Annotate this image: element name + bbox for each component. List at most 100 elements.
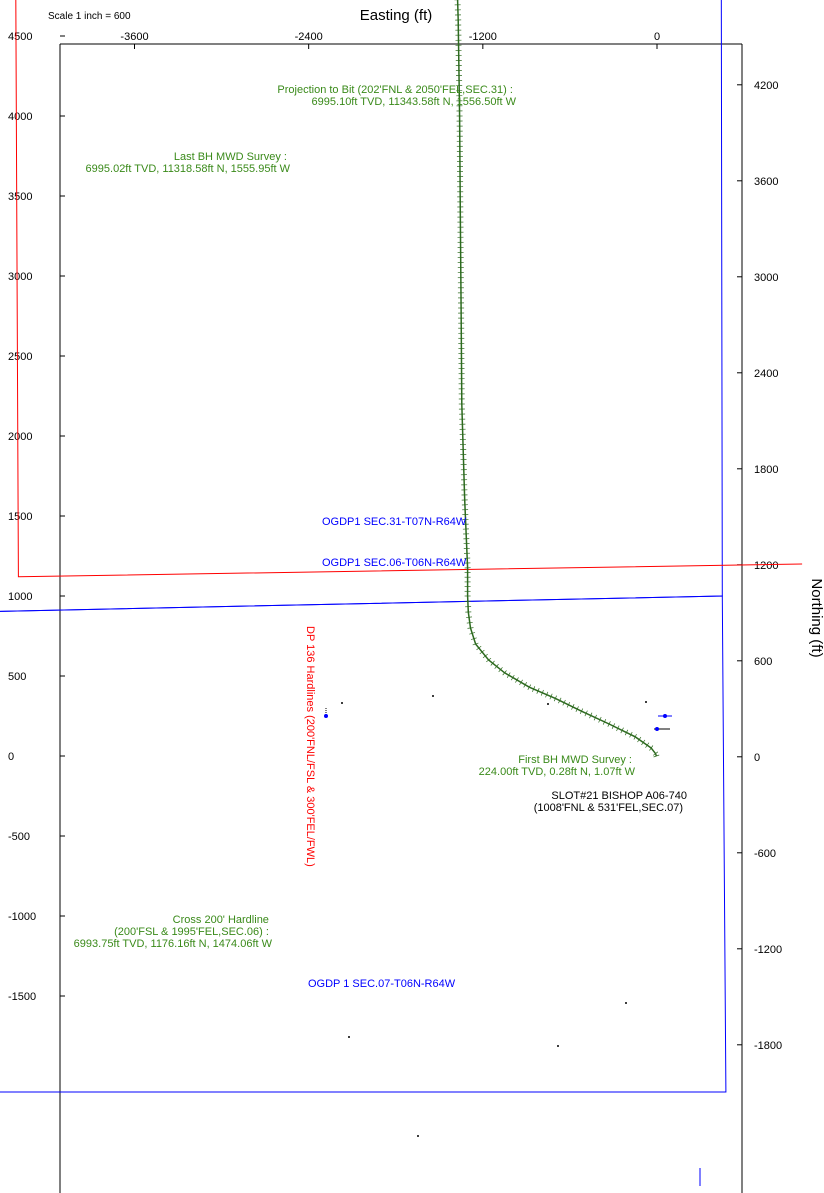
survey-station-mark bbox=[467, 627, 474, 629]
y-tick-label: 2000 bbox=[8, 431, 32, 443]
offset-dot bbox=[547, 703, 549, 705]
right-y-ticks: 1200011400108001020096009000840078007200… bbox=[737, 80, 782, 1052]
right-axis-title: Northing (ft) bbox=[808, 578, 824, 657]
offset-dot bbox=[557, 1045, 559, 1047]
offset-dot bbox=[341, 702, 343, 704]
offset-dot bbox=[348, 1036, 350, 1038]
survey-station-mark bbox=[519, 679, 523, 686]
survey-station-mark bbox=[571, 704, 575, 710]
last-bh-mwd-annotation: Last BH MWD Survey : 6995.02ft TVD, 1131… bbox=[86, 151, 291, 175]
survey-station-mark bbox=[593, 714, 597, 721]
survey-station-mark bbox=[498, 667, 503, 673]
survey-station-mark bbox=[616, 725, 620, 732]
right-y-tick-label: 2400 bbox=[754, 368, 778, 380]
survey-station-mark bbox=[510, 674, 515, 681]
section-label-sec06: OGDP1 SEC.06-T06N-R64W bbox=[322, 557, 467, 569]
survey-station-mark bbox=[549, 693, 553, 700]
survey-station-mark bbox=[641, 739, 646, 746]
survey-station-mark bbox=[479, 649, 485, 655]
section-labels: OGDP1 SEC.31-T07N-R64W OGDP1 SEC.06-T06N… bbox=[304, 516, 467, 990]
y-tick-label: -1500 bbox=[8, 991, 36, 1003]
offset-dot bbox=[432, 695, 434, 697]
well-trajectory bbox=[454, 0, 660, 758]
survey-station-mark bbox=[553, 695, 557, 702]
annotations: Projection to Bit (202'FNL & 2050'FEL,SE… bbox=[74, 84, 690, 950]
right-y-tick-label: -1200 bbox=[754, 944, 782, 956]
slot-annotation: SLOT#21 BISHOP A06-740 (1008'FNL & 531'F… bbox=[534, 790, 690, 814]
y-tick-label: 0 bbox=[8, 751, 14, 763]
survey-station-mark bbox=[545, 691, 549, 698]
survey-station-mark bbox=[584, 710, 588, 717]
trajectory-line bbox=[456, 0, 658, 757]
survey-station-mark bbox=[476, 645, 482, 651]
x-tick-label: 0 bbox=[654, 31, 660, 43]
survey-station-mark bbox=[649, 745, 654, 751]
survey-station-mark bbox=[532, 686, 536, 692]
survey-station-mark bbox=[536, 688, 540, 694]
survey-station-mark bbox=[506, 672, 511, 678]
x-tick-label: -1200 bbox=[469, 31, 497, 43]
y-tick-label: -500 bbox=[8, 831, 30, 843]
right-y-tick-label: 3000 bbox=[754, 272, 778, 284]
right-y-tick-label: -600 bbox=[754, 848, 776, 860]
survey-station-mark bbox=[540, 689, 544, 696]
right-y-tick-label: 1200 bbox=[754, 560, 778, 572]
survey-station-mark bbox=[629, 731, 633, 738]
right-y-tick-label: 3600 bbox=[754, 176, 778, 188]
boundary-line-3 bbox=[15, 0, 803, 578]
y-tick-label: 1500 bbox=[8, 511, 32, 523]
scatter-markers bbox=[324, 695, 701, 1186]
right-y-tick-label: 4200 bbox=[754, 80, 778, 92]
survey-station-mark bbox=[652, 751, 659, 756]
projection-to-bit-annotation: Projection to Bit (202'FNL & 2050'FEL,SE… bbox=[277, 84, 516, 108]
scale-label: Scale 1 inch = 600 bbox=[48, 11, 131, 22]
surface-marker bbox=[655, 727, 659, 731]
plot-frame bbox=[59, 43, 743, 1193]
x-tick-label: -3600 bbox=[120, 31, 148, 43]
offset-dot bbox=[417, 1135, 419, 1137]
survey-station-mark bbox=[466, 616, 473, 619]
survey-station-mark bbox=[607, 721, 611, 727]
offset-dot bbox=[645, 701, 647, 703]
y-tick-label: 3000 bbox=[8, 271, 32, 283]
survey-station-mark bbox=[579, 708, 584, 715]
y-tick-label: 3500 bbox=[8, 191, 32, 203]
survey-station-mark bbox=[470, 637, 477, 640]
hardline-label: DP 136 Hardlines (200'FNL/FSL & 300'FEL/… bbox=[304, 626, 316, 867]
y-tick-label: 1000 bbox=[8, 591, 32, 603]
survey-station-mark bbox=[624, 729, 629, 736]
y-tick-label: 4000 bbox=[8, 111, 32, 123]
y-tick-label: -1000 bbox=[8, 911, 36, 923]
x-axis-title: Easting (ft) bbox=[360, 7, 433, 24]
cross-hardline-annotation: Cross 200' Hardline (200'FSL & 1995'FEL,… bbox=[74, 914, 273, 950]
survey-station-mark bbox=[486, 657, 492, 663]
survey-station-mark bbox=[589, 712, 593, 719]
survey-station-mark bbox=[523, 682, 528, 688]
survey-station-mark bbox=[633, 733, 637, 740]
survey-station-mark bbox=[562, 699, 566, 706]
survey-station-mark bbox=[558, 697, 562, 704]
left-y-ticks: 1200011500110001050010000950090008500800… bbox=[8, 31, 65, 1003]
offset-well-marker bbox=[324, 714, 328, 718]
survey-station-mark bbox=[598, 716, 602, 723]
survey-station-mark bbox=[566, 701, 571, 708]
y-tick-label: 2500 bbox=[8, 351, 32, 363]
right-y-tick-label: -1800 bbox=[754, 1040, 782, 1052]
section-label-sec31: OGDP1 SEC.31-T07N-R64W bbox=[322, 516, 467, 528]
survey-station-mark bbox=[502, 670, 507, 676]
y-tick-label: 4500 bbox=[8, 31, 32, 43]
right-y-tick-label: 600 bbox=[754, 656, 772, 668]
y-tick-label: 500 bbox=[8, 671, 26, 683]
survey-station-mark bbox=[611, 723, 616, 729]
survey-station-mark bbox=[575, 706, 579, 712]
survey-station-mark bbox=[602, 718, 607, 725]
first-bh-mwd-annotation: First BH MWD Survey : 224.00ft TVD, 0.28… bbox=[479, 754, 636, 778]
survey-station-mark bbox=[515, 677, 519, 683]
offset-dot bbox=[625, 1002, 627, 1004]
survey-station-mark bbox=[472, 642, 479, 646]
survey-station-mark bbox=[637, 736, 642, 743]
section-label-sec07: OGDP 1 SEC.07-T06N-R64W bbox=[308, 978, 456, 990]
survey-station-mark bbox=[482, 653, 488, 659]
slot-marker bbox=[663, 714, 667, 718]
